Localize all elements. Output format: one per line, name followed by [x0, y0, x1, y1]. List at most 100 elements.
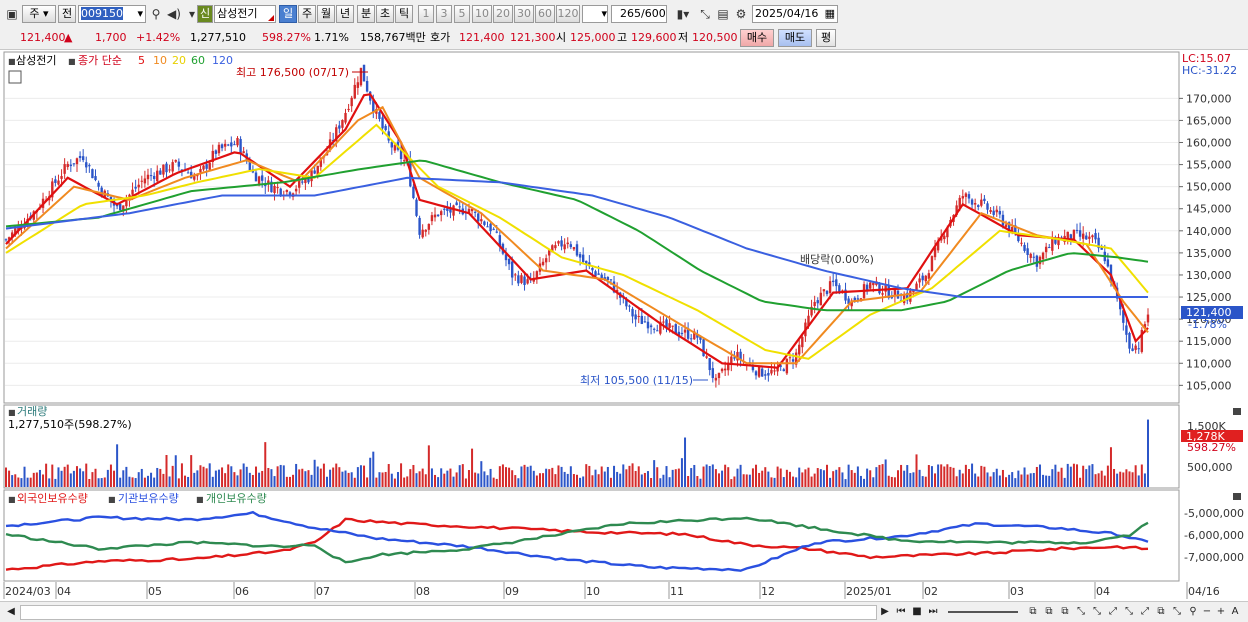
candle-body	[10, 232, 14, 238]
candle-body	[887, 285, 890, 299]
period-year[interactable]: 년	[336, 5, 354, 23]
interval-20[interactable]: 20	[493, 5, 513, 23]
volume-bar	[393, 478, 396, 487]
volume-bar	[776, 466, 779, 487]
stock-chart[interactable]: 105,000 110,000 115,000 120,000 125,000 130,0…	[0, 50, 1248, 601]
volume-bar	[325, 476, 328, 487]
interval-30[interactable]: 30	[514, 5, 534, 23]
holdings-marker-icon: ■	[196, 495, 204, 504]
period-minute[interactable]: 분	[357, 5, 375, 23]
candle-body	[1122, 310, 1125, 323]
tool-icon[interactable]: ⤡	[1077, 606, 1085, 617]
period-month[interactable]: 월	[317, 5, 335, 23]
interval-5[interactable]: 5	[454, 5, 470, 23]
prev-button[interactable]: 전	[58, 5, 76, 23]
volume-bar	[742, 474, 745, 487]
period-second[interactable]: 초	[376, 5, 394, 23]
interval-10[interactable]: 10	[472, 5, 492, 23]
forward-icon[interactable]: ⏭	[928, 606, 938, 617]
tool-icon[interactable]: ⤡	[1125, 606, 1133, 617]
scroll-right-icon[interactable]: ▶	[881, 606, 889, 617]
tool-icon[interactable]: ⤡	[1173, 606, 1181, 617]
candle-body	[810, 306, 813, 316]
volume-bar	[801, 472, 804, 487]
count-input[interactable]: 265/600	[611, 5, 667, 23]
candle-body	[1125, 325, 1128, 335]
candle-body	[350, 97, 353, 107]
code-input[interactable]: 009150 ▾	[78, 5, 146, 23]
zoom-search-icon[interactable]: ⚲	[1189, 606, 1197, 617]
search-icon[interactable]: ⚲	[151, 7, 161, 21]
candle-body	[211, 150, 214, 163]
interval-1[interactable]: 1	[418, 5, 434, 23]
period-week[interactable]: 주	[298, 5, 316, 23]
volume-bar	[159, 468, 162, 487]
volume-bar	[375, 477, 378, 487]
interval-3[interactable]: 3	[436, 5, 452, 23]
volume-value: 1,277,510	[190, 31, 246, 44]
volume-bar	[619, 473, 622, 487]
gear-icon[interactable]: ⚙	[735, 7, 747, 21]
date-input[interactable]: 2025/04/16 ▦	[752, 5, 838, 23]
chevron-down-icon[interactable]: ▾	[188, 7, 196, 21]
price-change: 1,700	[95, 31, 127, 44]
tool-icon[interactable]: ⤢	[1141, 606, 1149, 617]
candle-body	[473, 211, 477, 213]
interval-select[interactable]: ▾	[582, 5, 608, 23]
scroll-track[interactable]	[20, 605, 877, 620]
tool-icon[interactable]: ⧉	[1157, 606, 1165, 617]
speaker-icon[interactable]: ◀)	[167, 7, 181, 21]
layout-icon[interactable]: ⧉	[1061, 606, 1069, 617]
volume-close-icon[interactable]	[1233, 408, 1241, 415]
holdings-close-icon[interactable]	[1233, 493, 1241, 500]
layout-icon[interactable]: ⧉	[1045, 606, 1053, 617]
tool-icon[interactable]: ⤡	[1093, 606, 1101, 617]
holdings-line	[5, 516, 1149, 564]
volume-bar	[353, 477, 356, 487]
auto-scale-icon[interactable]: A	[1231, 606, 1239, 617]
interval-120[interactable]: 120	[556, 5, 580, 23]
volume-bar	[245, 466, 248, 487]
stop-icon[interactable]: ■	[912, 606, 922, 617]
candle-body	[1072, 229, 1076, 240]
chart-canvas[interactable]: 105,000110,000115,000120,000125,000130,0…	[0, 50, 1248, 601]
draw-tool-icon[interactable]: ⤡	[700, 7, 710, 21]
interval-60[interactable]: 60	[535, 5, 555, 23]
candle-body	[304, 178, 307, 184]
table-toggle-icon[interactable]	[8, 70, 22, 84]
layout-icon[interactable]: ⧉	[1029, 606, 1037, 617]
candle-body	[353, 84, 356, 99]
volume-bar	[770, 477, 773, 487]
period-day[interactable]: 일	[279, 5, 297, 23]
chart-window-icon[interactable]: ▣	[6, 7, 18, 21]
candle-body	[1069, 234, 1073, 239]
volume-bar	[390, 473, 393, 487]
tool-icon[interactable]: ⤢	[1109, 606, 1117, 617]
rewind-icon[interactable]: ⏮	[896, 606, 906, 617]
eval-button[interactable]: 평	[816, 29, 836, 47]
volume-bar	[909, 473, 912, 487]
sell-button[interactable]: 매도	[778, 29, 812, 47]
candle-body	[649, 325, 653, 328]
save-icon[interactable]: ▤	[717, 7, 729, 21]
volume-bar	[162, 473, 165, 487]
candle-body	[156, 170, 159, 182]
buy-button[interactable]: 매수	[740, 29, 774, 47]
volume-bar	[187, 476, 190, 487]
scroll-left-icon[interactable]: ◀	[7, 606, 15, 617]
dividend-label: 배당락(0.00%)	[800, 253, 874, 266]
zoom-out-icon[interactable]: −	[1202, 606, 1212, 617]
candle-body	[560, 240, 563, 247]
candle-body	[467, 209, 471, 214]
candle-body	[267, 180, 270, 185]
candle-body	[711, 368, 715, 379]
candle-body	[1066, 231, 1069, 239]
zoom-in-icon[interactable]: +	[1216, 606, 1226, 617]
type-select[interactable]: 주 ▾	[22, 5, 56, 23]
period-tick[interactable]: 틱	[395, 5, 413, 23]
volume-bar	[572, 474, 575, 487]
volume-bar	[924, 476, 927, 487]
candle-body	[572, 247, 576, 250]
zoom-slider[interactable]	[948, 611, 1018, 613]
candle-settings-icon[interactable]: ▮▾	[676, 7, 690, 21]
